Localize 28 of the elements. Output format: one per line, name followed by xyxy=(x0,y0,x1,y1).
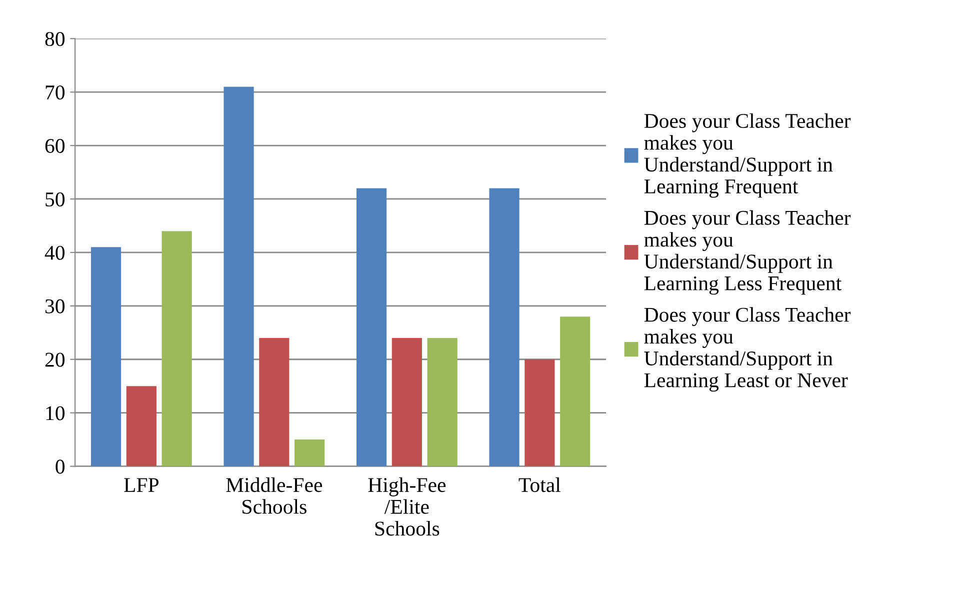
x-tick-label: Total xyxy=(518,477,561,492)
y-tick-label: 60 xyxy=(45,138,65,153)
legend-label: Does your Class Teacher makes you Understand/Support in Learning Least or Never xyxy=(644,307,851,392)
bar xyxy=(392,338,422,466)
bar xyxy=(90,247,122,466)
x-tick-label: High-Fee /Elite Schools xyxy=(368,477,446,536)
bar xyxy=(524,359,555,466)
x-tick-label: Middle-Fee Schools xyxy=(226,477,322,514)
y-tick-label: 30 xyxy=(45,299,65,314)
bar xyxy=(560,316,590,466)
bar xyxy=(259,338,290,466)
bar xyxy=(427,338,458,466)
x-tick-label: LFP xyxy=(124,478,159,492)
bar xyxy=(356,188,387,466)
y-tick-label: 70 xyxy=(46,85,65,100)
bar xyxy=(126,386,156,466)
y-tick-label: 10 xyxy=(46,406,65,420)
y-tick-label: 80 xyxy=(45,32,65,46)
y-tick-label: 50 xyxy=(46,192,65,206)
legend-label: Does your Class Teacher makes you Understand/Support in Learning Frequent xyxy=(644,113,851,198)
bar xyxy=(489,188,520,466)
y-tick-label: 40 xyxy=(44,246,65,260)
y-tick-label: 20 xyxy=(45,352,65,367)
y-tick-label: 0 xyxy=(56,460,65,474)
bar xyxy=(224,86,254,466)
legend-label: Does your Class Teacher makes you Understand/Support in Learning Less Frequent xyxy=(644,210,851,295)
bar xyxy=(162,231,192,466)
bar xyxy=(294,440,325,466)
